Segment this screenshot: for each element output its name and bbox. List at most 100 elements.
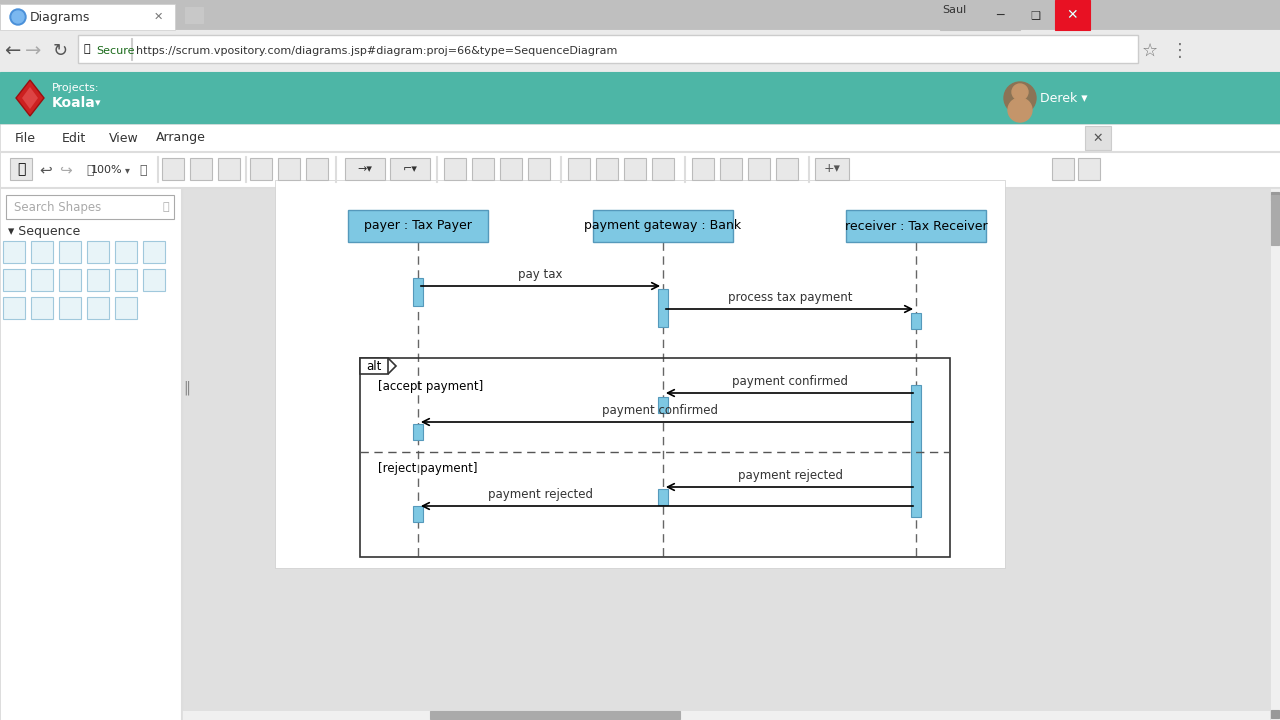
Bar xyxy=(390,158,430,180)
Bar xyxy=(658,489,668,505)
Text: Derek ▾: Derek ▾ xyxy=(1039,91,1088,104)
Bar xyxy=(593,210,733,242)
Bar xyxy=(1270,188,1280,720)
Text: 100%: 100% xyxy=(91,165,123,175)
Text: [accept payment]: [accept payment] xyxy=(378,380,484,393)
Bar xyxy=(143,269,165,291)
Text: ✕: ✕ xyxy=(1093,132,1103,145)
Bar xyxy=(3,269,26,291)
Bar xyxy=(360,358,388,374)
Text: ↻: ↻ xyxy=(52,42,68,60)
Bar xyxy=(346,158,385,180)
Bar xyxy=(911,385,922,517)
Text: payment gateway : Bank: payment gateway : Bank xyxy=(585,220,741,233)
Bar xyxy=(1271,192,1279,200)
Bar xyxy=(306,158,328,180)
Bar xyxy=(182,188,1270,720)
Text: →▾: →▾ xyxy=(357,164,372,174)
Bar xyxy=(413,424,422,440)
Bar xyxy=(0,72,1280,124)
Text: ▾: ▾ xyxy=(124,165,129,175)
Bar xyxy=(1271,710,1279,718)
Circle shape xyxy=(1004,82,1036,114)
Bar xyxy=(625,158,646,180)
Bar xyxy=(430,711,680,719)
Bar xyxy=(0,4,175,30)
Bar xyxy=(1085,126,1111,150)
Bar xyxy=(31,241,52,263)
Text: process tax payment: process tax payment xyxy=(728,291,852,304)
Bar xyxy=(472,158,494,180)
Bar xyxy=(0,152,1280,188)
Text: File: File xyxy=(15,132,36,145)
Bar xyxy=(529,158,550,180)
Text: payment rejected: payment rejected xyxy=(488,488,593,501)
Bar xyxy=(115,297,137,319)
Bar xyxy=(143,241,165,263)
Text: Diagrams: Diagrams xyxy=(29,11,91,24)
Bar xyxy=(182,710,1270,720)
Bar xyxy=(275,180,1005,568)
Polygon shape xyxy=(22,87,38,109)
Text: ❑: ❑ xyxy=(1030,10,1039,20)
Bar xyxy=(31,297,52,319)
Bar xyxy=(250,158,273,180)
Bar xyxy=(1078,158,1100,180)
Bar xyxy=(568,158,590,180)
Text: ⋮: ⋮ xyxy=(1171,42,1189,60)
Bar xyxy=(163,158,184,180)
Bar xyxy=(940,0,1020,30)
Text: ▾: ▾ xyxy=(95,98,101,108)
Bar xyxy=(1052,158,1074,180)
Text: ←: ← xyxy=(4,42,20,60)
Bar xyxy=(1271,195,1279,245)
Bar xyxy=(278,158,300,180)
Bar xyxy=(0,188,182,720)
Text: 🔒: 🔒 xyxy=(83,44,90,54)
Bar xyxy=(10,158,32,180)
Bar xyxy=(218,158,241,180)
Bar xyxy=(748,158,771,180)
Text: ─: ─ xyxy=(996,9,1004,22)
Text: payment confirmed: payment confirmed xyxy=(732,375,849,388)
Text: ⌐▾: ⌐▾ xyxy=(402,164,417,174)
Bar xyxy=(115,269,137,291)
Text: payment rejected: payment rejected xyxy=(737,469,842,482)
Text: 💾: 💾 xyxy=(17,162,26,176)
Circle shape xyxy=(1009,98,1032,122)
Text: Search Shapes: Search Shapes xyxy=(14,200,101,214)
Text: 🔍: 🔍 xyxy=(140,163,147,176)
Polygon shape xyxy=(15,80,44,116)
Bar xyxy=(0,151,1280,152)
Text: ↪: ↪ xyxy=(59,163,72,178)
Bar xyxy=(360,358,950,557)
Text: Koala: Koala xyxy=(52,96,96,110)
Bar xyxy=(0,124,1280,152)
Bar xyxy=(59,269,81,291)
Bar xyxy=(115,241,137,263)
Bar xyxy=(413,506,422,522)
Bar xyxy=(87,297,109,319)
Text: ✕: ✕ xyxy=(154,12,163,22)
Text: alt: alt xyxy=(366,359,381,372)
Bar xyxy=(444,158,466,180)
Circle shape xyxy=(12,11,24,23)
Text: ✕: ✕ xyxy=(1066,8,1078,22)
Bar xyxy=(596,158,618,180)
Bar xyxy=(500,158,522,180)
Text: pay tax: pay tax xyxy=(517,268,562,281)
Text: 🔍: 🔍 xyxy=(86,163,93,176)
Bar xyxy=(78,35,1138,63)
Bar xyxy=(1055,0,1091,30)
Bar xyxy=(3,241,26,263)
Bar xyxy=(0,30,1280,72)
Bar xyxy=(776,158,797,180)
Text: 🔍: 🔍 xyxy=(163,202,169,212)
Bar xyxy=(348,210,488,242)
Bar xyxy=(652,158,675,180)
Bar xyxy=(846,210,986,242)
Bar xyxy=(413,278,422,306)
Text: Saul: Saul xyxy=(942,5,966,15)
Bar xyxy=(6,195,174,219)
Bar xyxy=(3,297,26,319)
